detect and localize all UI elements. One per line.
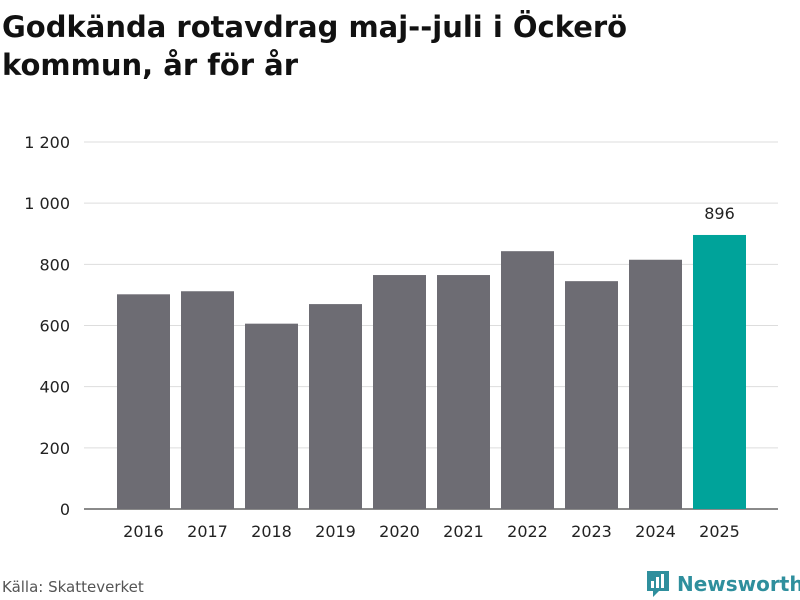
bar-2025 (693, 234, 746, 509)
brand-logo: Newsworthy (645, 568, 800, 600)
data-label: 896 (704, 204, 735, 223)
source-note: Källa: Skatteverket (2, 578, 144, 596)
x-axis-ticks: 2016 2017 2018 2019 2020 2021 2022 2023 2024 2025 (123, 522, 740, 541)
bar-2023 (565, 281, 618, 509)
bars (117, 234, 746, 509)
data-labels: 896 (704, 204, 735, 223)
y-tick-label: 600 (39, 317, 70, 336)
chart-title: Godkända rotavdrag maj--juli i Öckerö ko… (2, 10, 628, 82)
x-tick-label: 2020 (379, 522, 420, 541)
y-tick-label: 1 200 (24, 133, 70, 152)
x-tick-label: 2023 (571, 522, 612, 541)
x-tick-label: 2024 (635, 522, 676, 541)
y-tick-label: 800 (39, 255, 70, 274)
x-tick-label: 2017 (187, 522, 228, 541)
bar-2019 (309, 304, 362, 509)
bar-2018 (245, 323, 298, 509)
brand-name: Newsworthy (677, 572, 800, 596)
x-tick-label: 2025 (699, 522, 740, 541)
bar-2020 (373, 275, 426, 509)
y-tick-label: 1 000 (24, 194, 70, 213)
newsworthy-logo-icon (647, 571, 669, 597)
y-tick-label: 0 (60, 500, 70, 519)
x-tick-label: 2018 (251, 522, 292, 541)
y-axis-ticks: 0 200 400 600 800 1 000 1 200 (24, 133, 70, 519)
bar-2022 (501, 251, 554, 509)
x-tick-label: 2019 (315, 522, 356, 541)
bar-2016 (117, 294, 170, 509)
y-tick-label: 200 (39, 439, 70, 458)
x-tick-label: 2022 (507, 522, 548, 541)
bar-2024 (629, 259, 682, 509)
x-tick-label: 2016 (123, 522, 164, 541)
y-tick-label: 400 (39, 378, 70, 397)
x-tick-label: 2021 (443, 522, 484, 541)
bar-2017 (181, 291, 234, 509)
bar-2021 (437, 275, 490, 509)
